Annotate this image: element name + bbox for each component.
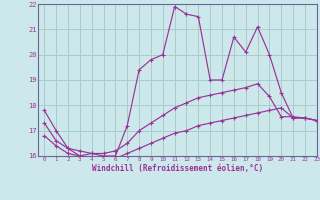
X-axis label: Windchill (Refroidissement éolien,°C): Windchill (Refroidissement éolien,°C)	[92, 164, 263, 173]
